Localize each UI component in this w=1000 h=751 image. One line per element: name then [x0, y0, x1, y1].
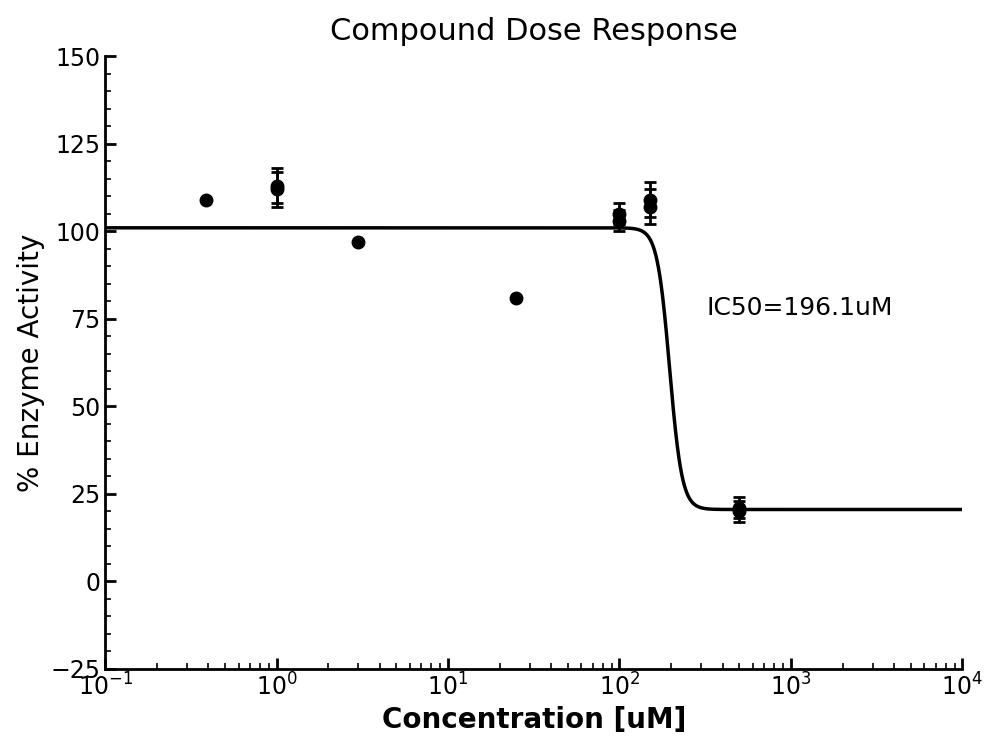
- Title: Compound Dose Response: Compound Dose Response: [330, 17, 738, 46]
- Y-axis label: % Enzyme Activity: % Enzyme Activity: [17, 234, 45, 492]
- Text: IC50=196.1uM: IC50=196.1uM: [706, 297, 893, 320]
- X-axis label: Concentration [uM]: Concentration [uM]: [382, 707, 686, 734]
